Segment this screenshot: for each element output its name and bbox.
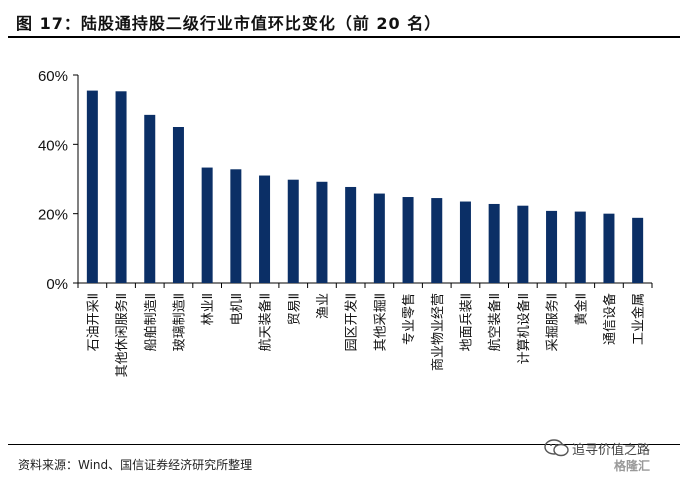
watermark-logo: 格隆汇 — [614, 459, 651, 473]
bar — [402, 197, 414, 283]
x-tick-label: 黄金Ⅱ — [573, 293, 589, 325]
x-tick-label: 专业零售 — [401, 293, 417, 345]
x-tick-label: 渔业 — [316, 293, 331, 319]
x-tick-label: 地面兵装Ⅱ — [459, 293, 474, 351]
bar — [459, 201, 471, 283]
x-tick-label: 航空装备Ⅱ — [487, 293, 503, 351]
x-tick-label: 通信设备 — [602, 293, 618, 345]
x-tick-label: 林业Ⅱ — [201, 293, 216, 325]
bar — [287, 179, 299, 283]
figure-title: 图 17：陆股通持股二级行业市值环比变化（前 20 名） — [16, 14, 442, 33]
x-tick-label: 电机Ⅱ — [230, 293, 245, 325]
bar — [345, 186, 357, 283]
bar — [144, 114, 156, 283]
bar — [201, 167, 213, 283]
x-tick-label: 其他休闲服务Ⅱ — [114, 293, 130, 377]
y-tick-label: 60% — [38, 68, 68, 85]
bar — [259, 175, 271, 283]
y-tick-label: 20% — [38, 207, 68, 224]
bar — [488, 203, 500, 283]
bar — [632, 217, 644, 283]
bar — [546, 210, 558, 283]
figure-title-bar: 图 17：陆股通持股二级行业市值环比变化（前 20 名） — [8, 6, 680, 38]
bar — [172, 127, 184, 283]
x-tick-label: 石油开采Ⅱ — [86, 293, 101, 351]
x-tick-label: 其他采掘Ⅱ — [373, 293, 388, 351]
bar — [431, 198, 443, 283]
bar — [86, 90, 98, 283]
bar — [517, 205, 529, 283]
y-tick-label: 40% — [38, 137, 68, 154]
x-tick-label: 航天装备Ⅱ — [258, 293, 274, 351]
x-tick-label: 商业物业经营 — [431, 293, 446, 371]
watermark: 追寻价值之路 格隆汇 — [544, 436, 684, 476]
bar-chart: 0% 20% 40% 60% 石油开采Ⅱ 其他休闲服务Ⅱ 船舶制造Ⅱ 玻璃制造Ⅱ 林业Ⅱ 电机Ⅱ 航… — [38, 68, 653, 377]
bar — [603, 213, 615, 283]
bar — [373, 193, 385, 283]
bar — [574, 211, 586, 283]
bar — [115, 91, 127, 283]
source-note: 资料来源：Wind、国信证券经济研究所整理 — [18, 458, 253, 472]
x-tick-label: 贸易Ⅱ — [287, 293, 302, 325]
x-tick-label: 计算机设备Ⅱ — [516, 293, 532, 364]
watermark-text: 追寻价值之路 — [572, 443, 651, 458]
bar — [230, 169, 242, 283]
wechat-icon — [544, 439, 569, 457]
x-tick-label: 园区开发Ⅱ — [344, 293, 360, 351]
x-tick-label: 船舶制造Ⅱ — [143, 293, 159, 351]
bar — [316, 181, 328, 283]
x-tick-label: 采掘服务Ⅱ — [545, 293, 561, 351]
y-tick-label: 0% — [46, 276, 68, 293]
x-tick-label: 工业金属 — [631, 293, 647, 345]
source-divider — [8, 444, 680, 445]
x-tick-label: 玻璃制造Ⅱ — [172, 293, 187, 351]
